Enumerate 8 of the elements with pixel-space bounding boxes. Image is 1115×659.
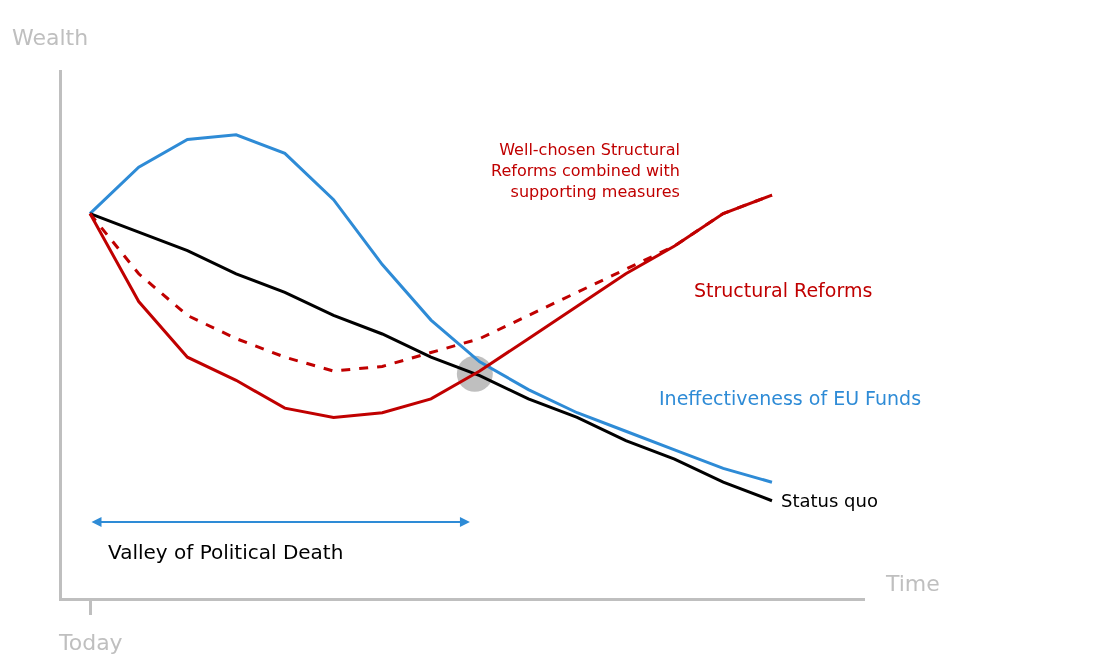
y-axis-title: Wealth — [12, 25, 89, 50]
text: Today — [58, 630, 123, 655]
series-label: Ineffectiveness of EU Funds — [659, 387, 922, 409]
text: Structural Reforms — [694, 279, 873, 301]
x-axis-title: Time — [885, 571, 940, 596]
series-label: Status quo — [781, 490, 878, 511]
text: Well-chosen Structural Reforms combined with supporting measures — [491, 140, 680, 201]
annotation: Valley of Political Death — [108, 540, 344, 564]
